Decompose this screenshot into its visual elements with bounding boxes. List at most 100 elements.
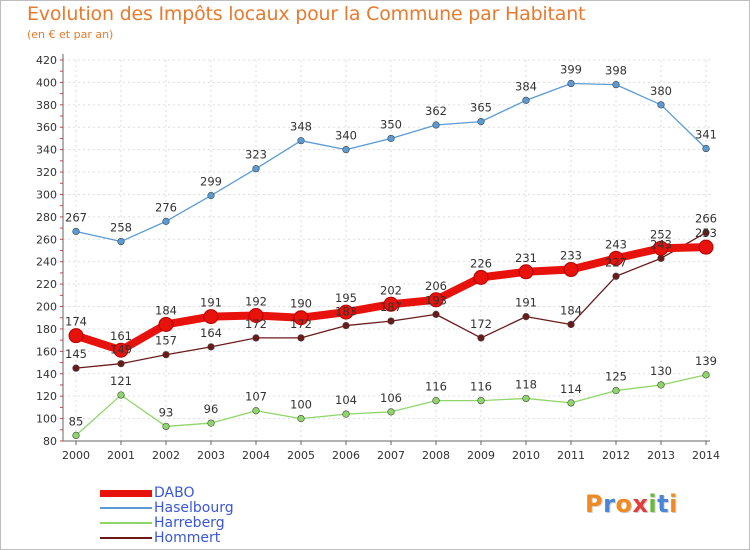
x-tick-label: 2000	[62, 449, 90, 462]
x-tick-label: 2006	[332, 449, 360, 462]
data-point-dabo	[428, 292, 444, 308]
data-point-harreberg	[702, 371, 710, 379]
proxiti-logo: Proxiti	[585, 490, 678, 518]
y-tick-label: 280	[36, 211, 57, 224]
legend-item-hommert: Hommert	[100, 531, 300, 546]
data-point-hommert	[477, 334, 485, 342]
data-point-hommert	[702, 228, 710, 237]
data-point-harreberg	[387, 408, 395, 416]
data-point-dabo	[653, 240, 669, 256]
data-label-haselbourg: 365	[470, 101, 492, 115]
data-point-haselbourg	[567, 79, 575, 88]
y-tick-label: 400	[36, 76, 57, 89]
data-point-hommert	[297, 334, 305, 342]
data-point-dabo	[563, 262, 579, 278]
data-label-hommert: 184	[560, 303, 582, 317]
x-tick-label: 2012	[602, 449, 630, 462]
data-label-harreberg: 139	[695, 354, 717, 368]
data-point-harreberg	[207, 419, 215, 427]
data-point-haselbourg	[387, 134, 395, 143]
logo-letter: x	[632, 490, 649, 518]
data-point-harreberg	[117, 391, 125, 399]
data-label-harreberg: 116	[425, 380, 447, 394]
data-point-dabo	[518, 264, 534, 280]
x-tick-label: 2002	[152, 449, 180, 462]
data-point-harreberg	[477, 397, 485, 405]
y-tick-label: 180	[36, 323, 57, 336]
data-point-hommert	[612, 272, 620, 280]
data-point-harreberg	[162, 422, 170, 431]
y-tick-label: 420	[36, 54, 57, 67]
data-label-haselbourg: 267	[65, 210, 87, 224]
data-label-haselbourg: 380	[650, 84, 672, 98]
data-label-hommert: 172	[245, 317, 267, 331]
data-point-hommert	[117, 360, 125, 368]
data-label-haselbourg: 350	[380, 117, 402, 131]
data-label-harreberg: 96	[204, 402, 219, 416]
data-point-hommert	[387, 317, 395, 325]
y-tick-label: 80	[43, 435, 57, 448]
y-tick-label: 360	[36, 121, 57, 134]
series-line-haselbourg	[75, 82, 707, 243]
data-label-haselbourg: 258	[110, 221, 132, 235]
data-label-hommert: 191	[515, 296, 537, 310]
logo-letter: i	[648, 490, 658, 518]
data-point-dabo	[158, 316, 174, 332]
data-point-dabo	[203, 309, 219, 325]
data-point-haselbourg	[162, 217, 170, 225]
data-label-hommert: 172	[290, 317, 312, 331]
y-tick-label: 220	[36, 278, 57, 291]
data-label-harreberg: 107	[245, 390, 267, 404]
data-label-harreberg: 93	[159, 405, 174, 419]
x-tick-label: 2010	[512, 449, 540, 462]
chart-subtitle: (en € et par an)	[27, 28, 114, 41]
data-label-harreberg: 121	[110, 374, 132, 388]
data-point-harreberg	[72, 431, 80, 439]
data-point-hommert	[342, 321, 350, 330]
data-label-harreberg: 85	[69, 414, 84, 428]
data-label-haselbourg: 323	[245, 148, 267, 162]
data-point-dabo	[383, 296, 399, 312]
logo-letter: P	[585, 490, 604, 518]
data-label-haselbourg: 384	[515, 79, 537, 93]
data-label-hommert: 149	[110, 343, 132, 357]
data-point-haselbourg	[72, 227, 80, 236]
legend-label-hommert: Hommert	[154, 530, 221, 546]
y-tick-label: 200	[36, 301, 57, 314]
x-tick-label: 2005	[287, 449, 315, 462]
data-label-dabo: 233	[560, 249, 582, 263]
data-point-hommert	[162, 351, 170, 359]
x-tick-label: 2014	[692, 449, 720, 462]
data-label-harreberg: 116	[470, 380, 492, 394]
data-point-harreberg	[252, 407, 260, 415]
data-point-dabo	[338, 304, 354, 320]
logo-letter: i	[669, 490, 678, 518]
legend-swatch-harreberg	[100, 522, 152, 524]
data-point-haselbourg	[342, 146, 350, 154]
data-label-haselbourg: 362	[425, 104, 447, 118]
data-point-harreberg	[297, 414, 305, 423]
data-label-harreberg: 100	[290, 398, 312, 412]
data-label-hommert: 227	[605, 255, 627, 269]
legend-item-haselbourg: Haselbourg	[100, 501, 300, 516]
data-point-dabo	[473, 269, 489, 285]
data-point-harreberg	[567, 399, 575, 407]
y-tick-label: 300	[36, 188, 57, 201]
data-point-haselbourg	[657, 101, 665, 109]
data-label-hommert: 164	[200, 326, 222, 340]
x-tick-label: 2009	[467, 449, 495, 462]
data-label-harreberg: 104	[335, 393, 357, 407]
data-point-dabo	[293, 310, 309, 326]
data-label-dabo: 195	[335, 291, 357, 305]
data-point-haselbourg	[522, 96, 530, 104]
data-label-hommert: 193	[425, 293, 447, 307]
data-label-dabo: 202	[380, 283, 402, 297]
data-label-dabo: 161	[110, 329, 132, 343]
y-tick-label: 340	[36, 144, 57, 157]
data-label-haselbourg: 341	[695, 128, 717, 142]
data-label-hommert: 266	[695, 212, 717, 226]
data-label-harreberg: 130	[650, 364, 672, 378]
legend: DABO Haselbourg Harreberg Hommert	[100, 486, 300, 546]
